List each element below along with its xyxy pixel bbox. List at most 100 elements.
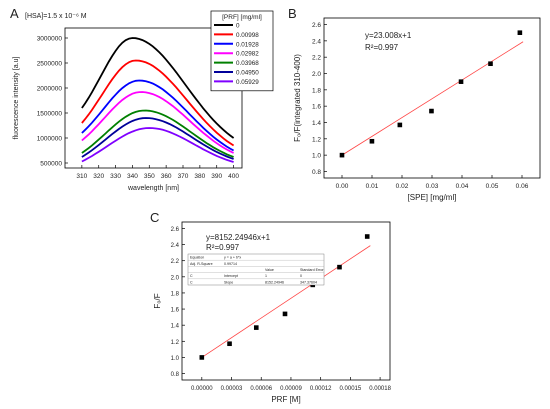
y-tick-label: 2000000 <box>37 86 63 93</box>
y-tick-label: 1.8 <box>312 87 321 94</box>
fit-r-squared: R²=0.997 <box>206 243 240 252</box>
y-tick-label: 1.4 <box>171 324 180 330</box>
y-tick-label: 2500000 <box>37 61 63 68</box>
series-line-0.00998 <box>81 59 235 147</box>
x-tick-label: 0.05 <box>486 183 499 190</box>
x-tick-label: 0.01 <box>366 183 379 190</box>
data-point <box>199 355 205 360</box>
fit-equation: y=23.008x+1 <box>365 31 412 40</box>
x-tick-label: 0.00 <box>336 183 349 190</box>
stats-table-cell: Slope <box>224 280 233 284</box>
x-tick-label: 0.00006 <box>250 386 272 392</box>
y-tick-label: 1.8 <box>171 291 180 297</box>
data-point <box>227 341 232 347</box>
plot-frame <box>181 221 391 381</box>
stats-table-cell: C <box>190 280 193 284</box>
panel-label-c: C <box>150 210 159 225</box>
x-tick-label: 330 <box>110 173 121 180</box>
y-tick-label: 2.4 <box>312 38 321 45</box>
x-tick-label: 380 <box>194 173 205 180</box>
legend-label: 0.05929 <box>236 79 259 86</box>
legend-label: 0.02982 <box>236 51 259 58</box>
series-line-0.02982 <box>81 91 235 154</box>
x-tick-label: 0.00009 <box>280 386 302 392</box>
data-point <box>282 311 288 317</box>
stats-table-cell: 0 <box>300 274 302 278</box>
y-tick-label: 2.0 <box>171 275 180 281</box>
x-tick-label: 390 <box>211 173 222 180</box>
x-tick-label: 340 <box>127 173 138 180</box>
x-tick-label: 0.00003 <box>221 386 243 392</box>
y-tick-label: 1.6 <box>171 308 180 314</box>
stats-table-cell: 8152.24946 <box>265 280 284 284</box>
x-tick-label: 360 <box>161 173 172 180</box>
series-line-0.03968 <box>81 109 234 158</box>
y-axis-label: F₀/F(integrated 310-400) <box>293 54 302 142</box>
data-point <box>369 138 375 144</box>
y-tick-label: 2.6 <box>312 22 321 29</box>
x-tick-label: 350 <box>144 173 155 180</box>
stats-table-cell: 0.99714 <box>224 262 237 266</box>
series-line-0 <box>81 37 235 139</box>
fit-line <box>199 245 371 360</box>
data-point <box>364 234 370 239</box>
x-tick-label: 0.00012 <box>310 386 332 392</box>
y-tick-label: 0.8 <box>171 372 180 378</box>
y-axis-label: fluorescence intensity [a.u] <box>13 57 20 140</box>
plot-frame <box>64 27 243 169</box>
data-point <box>517 30 523 35</box>
data-point <box>458 79 464 84</box>
panel-a-emission-spectra: 310 320 330 340 350 360 370 380 390 400 500000 1000… <box>13 10 274 192</box>
series-line-0.05929 <box>81 127 234 163</box>
y-tick-label: 1.6 <box>312 104 321 111</box>
x-tick-label: 0.00015 <box>340 386 362 392</box>
y-tick-label: 1000000 <box>37 136 63 143</box>
x-axis-label: PRF [M] <box>271 395 300 404</box>
panel-b-spe-fit: 0.00 0.01 0.02 0.03 0.04 0.05 0.06 0.8 1.0 1.2 1.4… <box>293 17 541 202</box>
y-axis-label: F₀/F <box>153 293 162 308</box>
y-tick-label: 1.4 <box>312 120 321 127</box>
x-tick-label: 370 <box>178 173 189 180</box>
stats-table-cell: Adj. R-Square <box>190 262 213 266</box>
legend-label: 0.01928 <box>236 41 259 48</box>
y-tick-label: 3000000 <box>37 36 63 43</box>
y-tick-label: 1.2 <box>312 136 321 143</box>
plot-frame <box>323 17 541 179</box>
x-tick-label: 0.00018 <box>369 386 391 392</box>
x-axis-label: [SPE] [mg/ml] <box>408 193 457 202</box>
stats-table-cell: 1 <box>265 274 267 278</box>
legend-label: 0.03968 <box>236 60 259 67</box>
data-point <box>429 108 434 114</box>
stats-table-cell: y = a + b*x <box>224 256 241 260</box>
x-tick-label: 0.03 <box>426 183 439 190</box>
series-line-0.01928 <box>81 79 235 152</box>
y-tick-label: 1.2 <box>171 340 180 346</box>
y-tick-label: 500000 <box>40 161 62 168</box>
x-tick-label: 400 <box>228 173 239 180</box>
panel-c-prf-fit: 0.00000 0.00003 0.00006 0.00009 0.00012 0.000… <box>153 221 392 404</box>
legend-label: 0 <box>236 23 240 30</box>
y-tick-label: 2.6 <box>171 227 180 233</box>
x-tick-label: 310 <box>76 173 87 180</box>
x-tick-label: 0.00000 <box>191 386 213 392</box>
fit-line <box>339 41 524 157</box>
stats-table-cell: Equation <box>190 256 204 260</box>
panel-label-b: B <box>288 6 297 21</box>
series-line-0.04950 <box>81 117 234 160</box>
y-tick-label: 0.8 <box>312 169 321 176</box>
y-tick-label: 1.0 <box>312 153 321 160</box>
stats-table-cell: Intercept <box>224 274 238 278</box>
legend-title: [PRF] [mg/ml] <box>222 14 262 21</box>
data-point <box>337 264 342 270</box>
x-tick-label: 320 <box>93 173 104 180</box>
stats-table-cell: 347.37604 <box>300 280 317 284</box>
stats-table-cell: Standard Error <box>300 268 324 272</box>
y-tick-label: 1.0 <box>171 356 180 362</box>
stats-table <box>187 253 325 286</box>
y-tick-label: 1500000 <box>37 111 63 118</box>
y-tick-label: 2.0 <box>312 71 321 78</box>
panel-label-a: A <box>10 6 19 21</box>
data-point <box>339 152 345 158</box>
data-point <box>488 61 493 67</box>
x-tick-label: 0.02 <box>396 183 409 190</box>
